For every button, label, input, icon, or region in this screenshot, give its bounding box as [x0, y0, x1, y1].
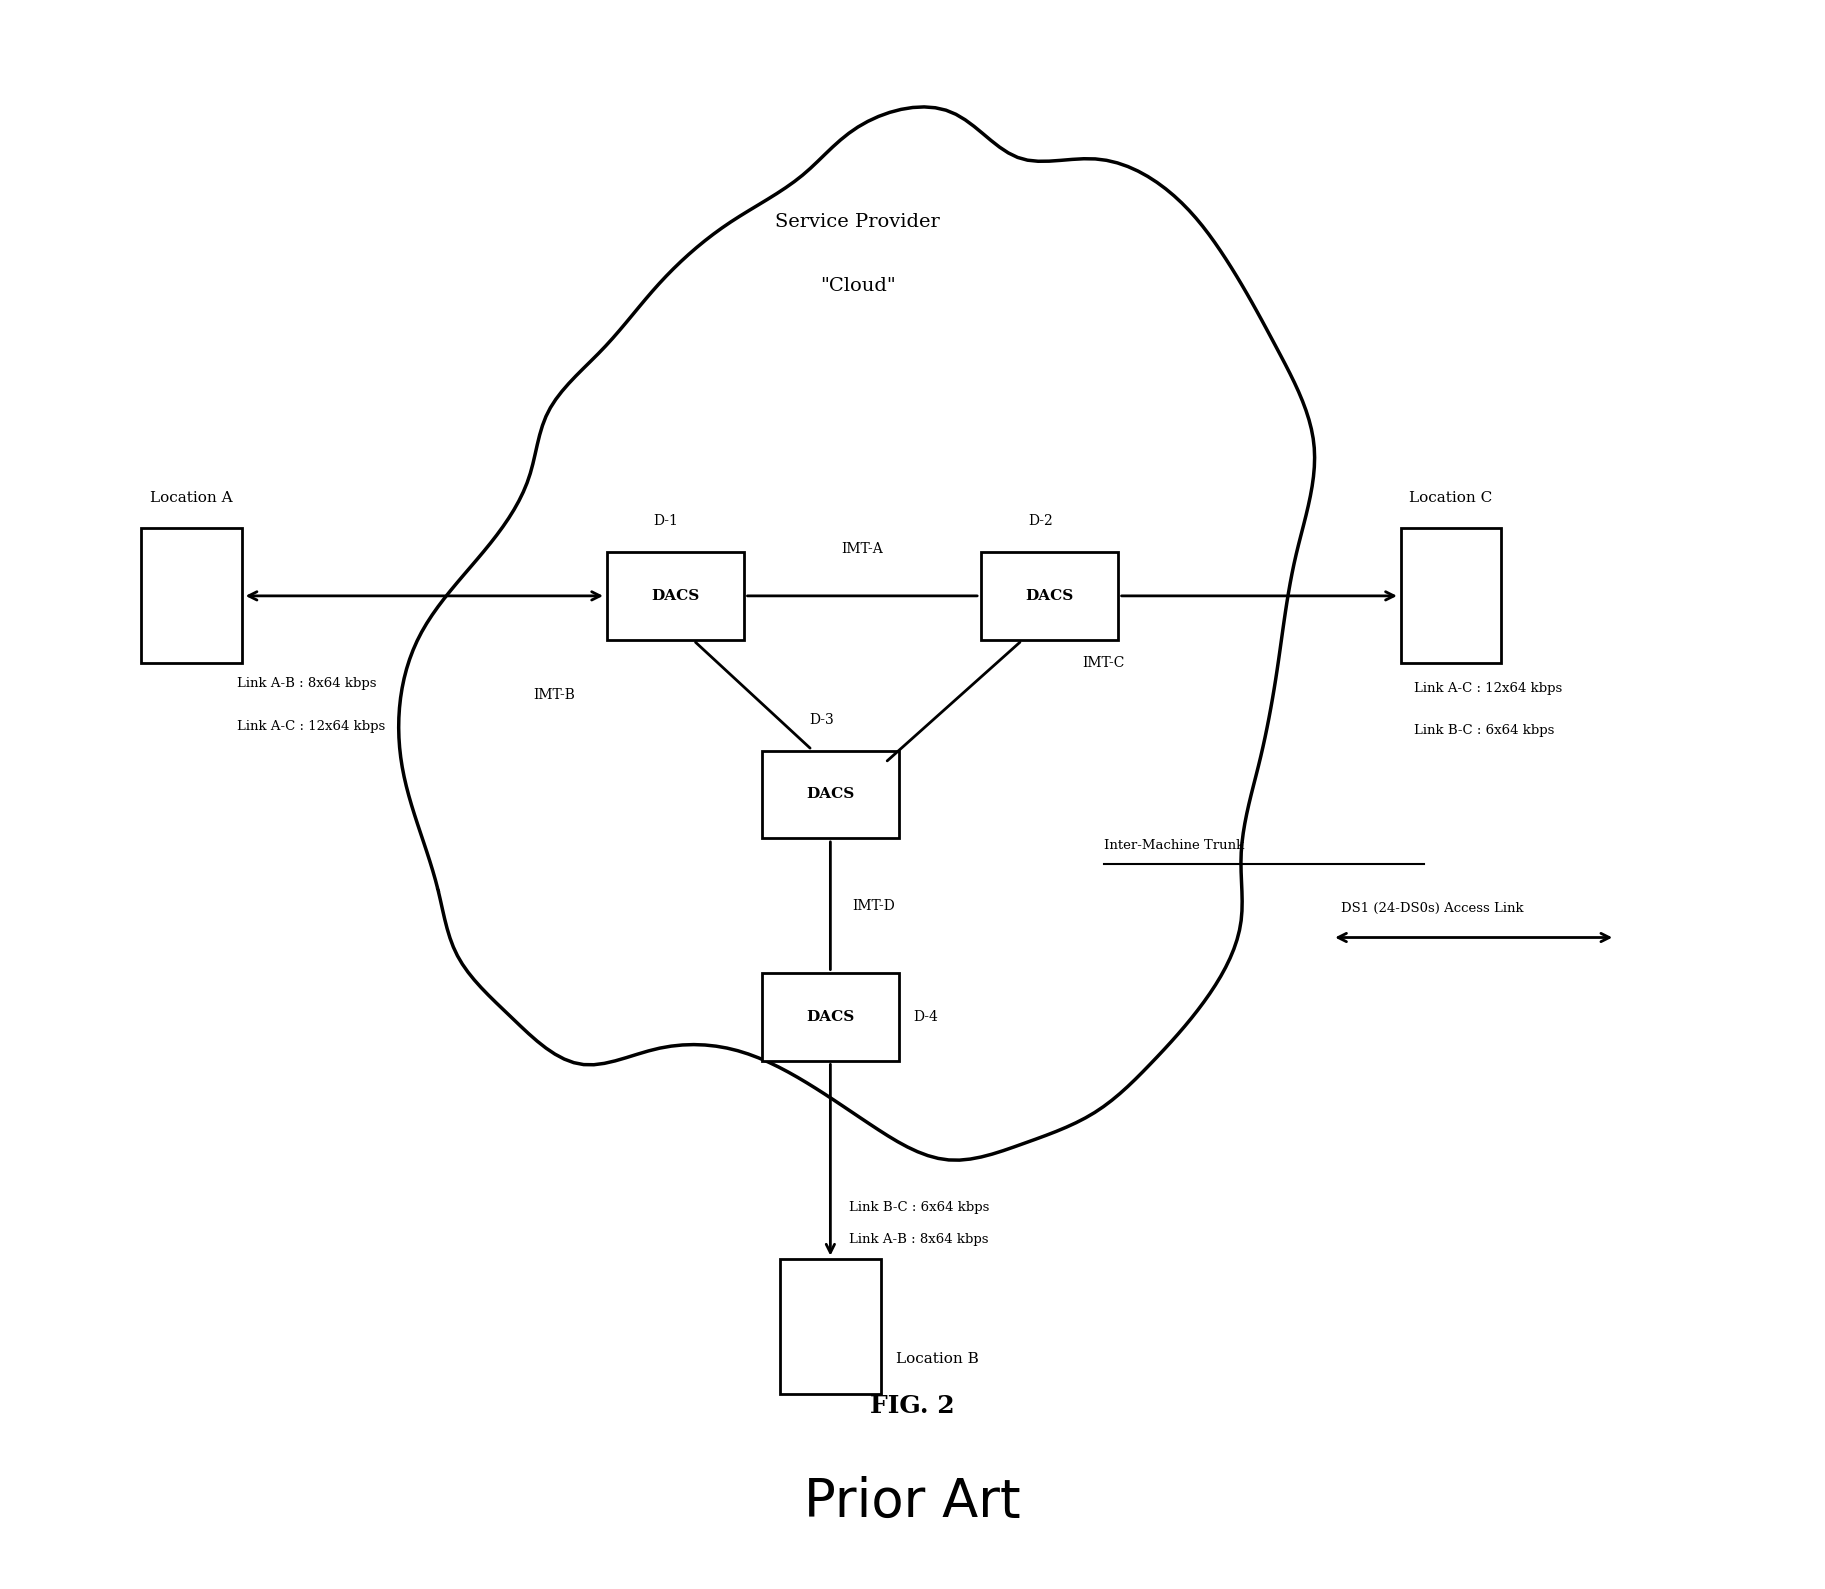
Text: Link A-B : 8x64 kbps: Link A-B : 8x64 kbps — [237, 677, 376, 690]
Text: Location A: Location A — [150, 491, 234, 504]
Text: IMT-B: IMT-B — [533, 688, 575, 702]
Text: "Cloud": "Cloud" — [819, 276, 896, 296]
Text: D-4: D-4 — [912, 1011, 938, 1023]
FancyBboxPatch shape — [606, 551, 745, 639]
Text: Inter-Machine Trunk: Inter-Machine Trunk — [1104, 839, 1245, 852]
Text: DACS: DACS — [652, 590, 699, 602]
Text: IMT-C: IMT-C — [1082, 656, 1124, 671]
Text: DACS: DACS — [807, 1011, 854, 1023]
Text: Location C: Location C — [1409, 491, 1493, 504]
Text: Link B-C : 6x64 kbps: Link B-C : 6x64 kbps — [1414, 725, 1555, 737]
FancyBboxPatch shape — [142, 528, 241, 664]
Text: D-3: D-3 — [808, 713, 834, 726]
Text: Link B-C : 6x64 kbps: Link B-C : 6x64 kbps — [849, 1201, 989, 1214]
Text: Location B: Location B — [896, 1352, 978, 1365]
Text: DACS: DACS — [807, 788, 854, 801]
Text: Link A-C : 12x64 kbps: Link A-C : 12x64 kbps — [237, 720, 385, 733]
Text: D-1: D-1 — [653, 515, 679, 528]
Text: Service Provider: Service Provider — [776, 213, 940, 232]
Text: DS1 (24-DS0s) Access Link: DS1 (24-DS0s) Access Link — [1341, 903, 1524, 915]
Text: Link A-C : 12x64 kbps: Link A-C : 12x64 kbps — [1414, 682, 1562, 694]
FancyBboxPatch shape — [1402, 528, 1502, 664]
Text: FIG. 2: FIG. 2 — [871, 1394, 954, 1419]
Text: Link A-B : 8x64 kbps: Link A-B : 8x64 kbps — [849, 1233, 987, 1246]
Text: DACS: DACS — [1026, 590, 1073, 602]
Text: IMT-D: IMT-D — [852, 899, 894, 912]
Text: D-2: D-2 — [1027, 515, 1053, 528]
FancyBboxPatch shape — [763, 750, 900, 839]
Text: Prior Art: Prior Art — [805, 1476, 1020, 1527]
Text: IMT-A: IMT-A — [841, 542, 883, 556]
FancyBboxPatch shape — [763, 972, 900, 1061]
FancyBboxPatch shape — [781, 1258, 880, 1395]
FancyBboxPatch shape — [982, 551, 1117, 639]
